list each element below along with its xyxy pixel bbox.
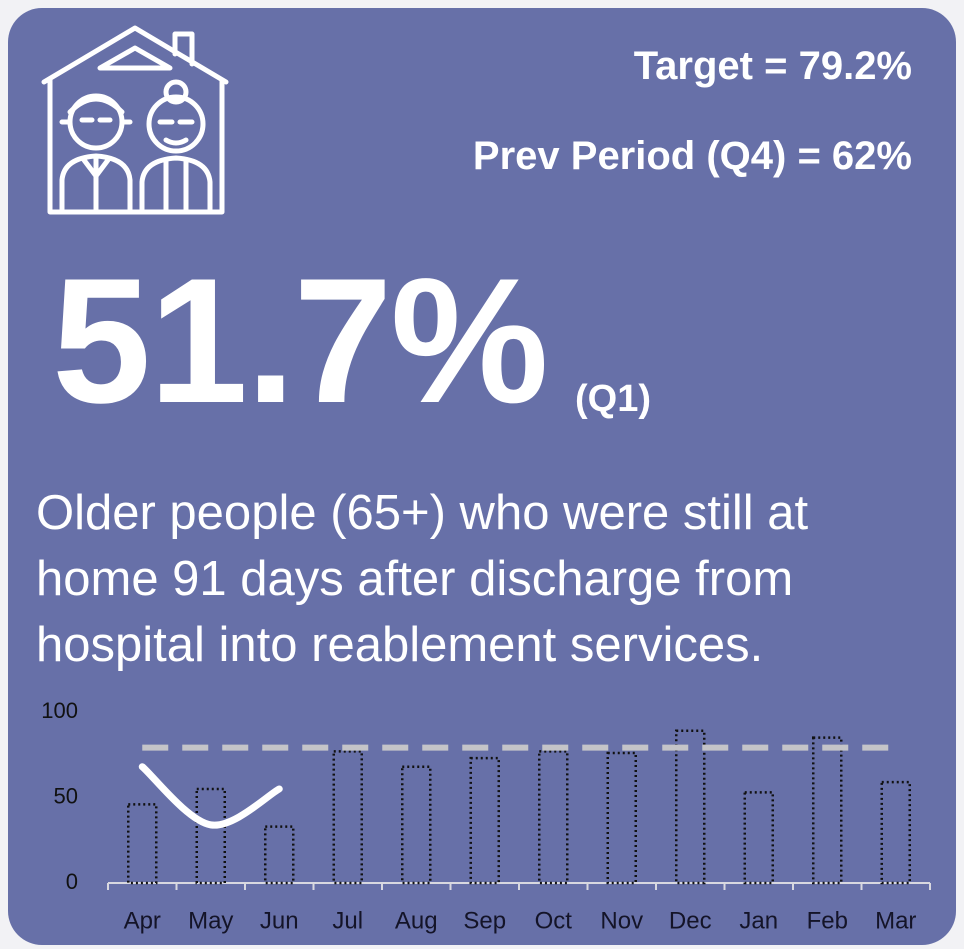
bar [195,787,226,885]
bar [401,765,432,885]
headline-period: (Q1) [575,378,651,420]
bar [469,756,500,885]
bar [538,750,569,885]
bar [606,751,637,885]
x-tick-label: Oct [535,907,573,934]
line [138,763,283,829]
house-icon [41,25,229,215]
headline-value: 51.7% [52,241,549,440]
x-tick-label: Sep [463,907,506,934]
x-tick-label: Jul [332,907,363,934]
x-tick-label: Jun [260,907,299,934]
bar [127,803,158,885]
target-text: Target = 79.2% [633,44,912,88]
bar [812,736,843,885]
x-tick-label: Nov [600,907,643,934]
bar [332,750,363,885]
bar [264,825,295,885]
y-tick-label: 100 [41,698,78,723]
x-tick-label: Apr [124,907,161,934]
description: Older people (65+) who were still at hom… [36,486,809,672]
bar [743,791,774,885]
x-tick-label: Mar [875,907,916,934]
x-tick-label: Aug [395,907,438,934]
x-tick-label: Dec [669,907,712,934]
y-tick-label: 0 [66,869,78,894]
y-tick-label: 50 [54,783,78,808]
bar [880,780,911,885]
bar [675,729,706,885]
x-tick-label: May [188,907,233,934]
previous-period-text: Prev Period (Q4) = 62% [472,134,912,178]
x-tick-label: Jan [739,907,778,934]
x-tick-label: Feb [807,907,848,934]
